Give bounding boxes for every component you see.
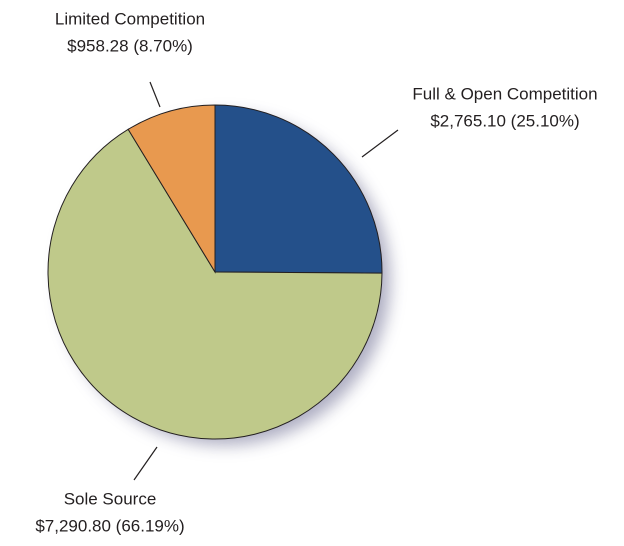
leader-line [361, 129, 399, 158]
pie [47, 104, 383, 440]
slice-label: Full & Open Competition [412, 84, 597, 103]
leader-line [149, 81, 161, 108]
value-label: $958.28 (8.70%) [67, 36, 193, 55]
pie-slice [47, 128, 383, 440]
pie-slice [127, 104, 216, 274]
value-label: $7,290.80 (66.19%) [35, 516, 184, 535]
value-label: $2,765.10 (25.10%) [430, 111, 579, 130]
pie-slice [214, 104, 383, 274]
slice-label: Sole Source [64, 489, 157, 508]
slice-label: Limited Competition [55, 9, 205, 28]
leader-line [133, 446, 158, 481]
